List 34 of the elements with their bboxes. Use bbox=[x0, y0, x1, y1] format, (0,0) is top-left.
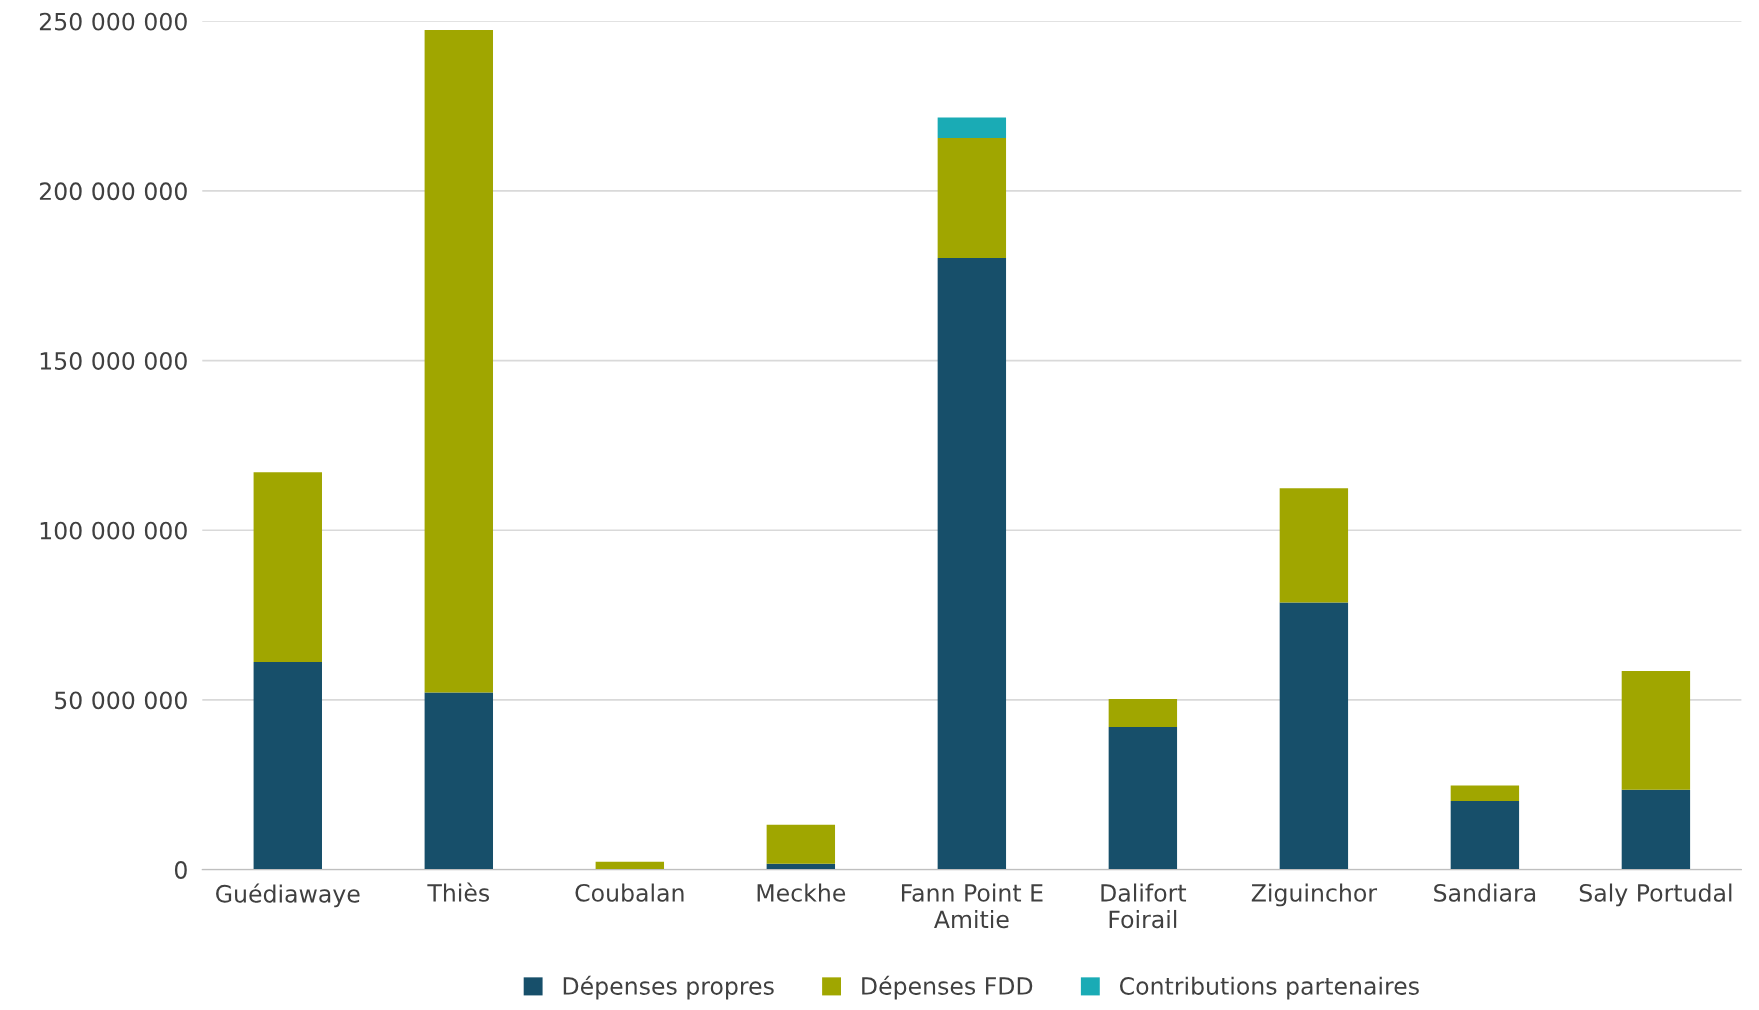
bar bbox=[253, 661, 322, 870]
y-tick-label: 50 000 000 bbox=[55, 691, 187, 710]
bar bbox=[424, 692, 494, 870]
bar bbox=[1279, 602, 1349, 870]
y-tick-label: 200 000 000 bbox=[39, 182, 187, 201]
x-tick-label: Coubalan bbox=[575, 883, 684, 902]
bar bbox=[1108, 727, 1178, 870]
legend-label: Dépenses FDD bbox=[862, 975, 1033, 1000]
x-tick-label: Thiès bbox=[427, 882, 490, 902]
bar bbox=[1621, 789, 1691, 870]
legend-label: Dépenses propres bbox=[563, 975, 774, 1000]
x-tick-label: Fann Point E Amitie bbox=[901, 883, 1043, 929]
bar bbox=[937, 258, 1007, 870]
bar bbox=[253, 472, 322, 662]
x-tick-label: Ziguinchor bbox=[1251, 883, 1378, 907]
y-tick-label: 100 000 000 bbox=[40, 521, 187, 540]
bar bbox=[937, 117, 1007, 138]
x-tick-label: Dalifort Foirail bbox=[1101, 883, 1187, 929]
y-tick-label: 250 000 000 bbox=[39, 12, 187, 31]
y-tick-label: 150 000 000 bbox=[40, 352, 187, 370]
x-tick-label: Meckhe bbox=[757, 883, 846, 902]
bar bbox=[424, 30, 494, 693]
y-tick-label: 0 bbox=[174, 861, 187, 879]
bar bbox=[1108, 698, 1178, 728]
x-tick-label: Sandiara bbox=[1434, 883, 1536, 902]
x-tick-label: Guédiawaye bbox=[216, 883, 360, 908]
x-tick-label: Saly Portudal bbox=[1579, 883, 1732, 907]
bar bbox=[1450, 785, 1520, 802]
legend-label: Contributions partenaires bbox=[1119, 976, 1419, 1000]
bar bbox=[1621, 671, 1691, 790]
bar bbox=[1279, 488, 1349, 603]
bar bbox=[1450, 801, 1520, 870]
bar bbox=[766, 824, 836, 864]
bar bbox=[937, 137, 1007, 259]
